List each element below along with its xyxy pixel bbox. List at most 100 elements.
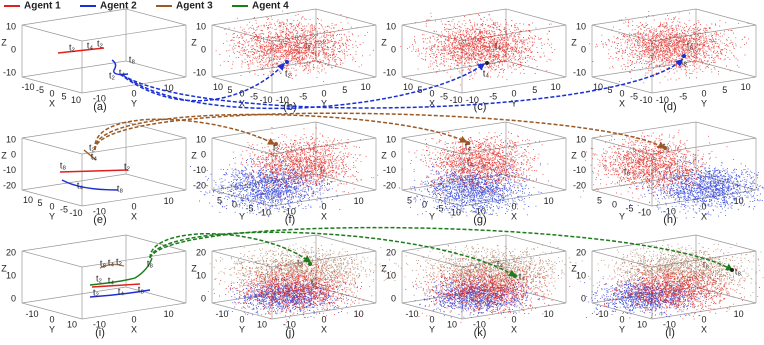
axis-tick-label: -10 bbox=[638, 207, 651, 217]
box-edge bbox=[591, 173, 697, 191]
axis-label: Y bbox=[49, 324, 55, 334]
z-tick-label: 20 bbox=[386, 247, 396, 257]
z-axis-label: Z bbox=[571, 263, 577, 273]
time-label: t₈ bbox=[100, 258, 107, 268]
box-edge bbox=[271, 250, 377, 268]
time-label: t₂ bbox=[311, 277, 318, 287]
z-tick-label: 10 bbox=[6, 270, 16, 280]
box-edge bbox=[81, 189, 187, 207]
axis-tick-label: -5 bbox=[679, 92, 687, 102]
point-cloud bbox=[215, 10, 374, 82]
axis-tick-label: 0 bbox=[232, 199, 237, 209]
axis-tick-label: 0 bbox=[701, 201, 706, 211]
axis-tick-label: 10 bbox=[257, 320, 267, 330]
point-cloud bbox=[232, 127, 379, 199]
legend-label: Agent 2 bbox=[100, 1, 137, 12]
z-tick-label: 10 bbox=[576, 134, 586, 144]
position-dot bbox=[682, 54, 686, 58]
axis-tick-label: 10 bbox=[164, 83, 174, 93]
axis-tick-label: 0 bbox=[612, 199, 617, 209]
time-label: t₈ bbox=[703, 259, 710, 269]
axis-tick-label: -10 bbox=[276, 95, 289, 105]
axis-tick-label: 0 bbox=[49, 314, 54, 324]
axis-tick-label: 0 bbox=[321, 88, 326, 98]
z-tick-label: 10 bbox=[576, 270, 586, 280]
panel: 20 10 0 Z -10 0 10 Y -10 0 10 X (l) t₈ t₈ bbox=[571, 234, 757, 339]
z-tick-label: 0 bbox=[581, 44, 586, 54]
panel-label: (a) bbox=[93, 101, 106, 113]
axis-tick-label: 5 bbox=[217, 195, 222, 205]
position-dot bbox=[466, 141, 470, 145]
axis-tick-label: 5 bbox=[532, 85, 537, 95]
box-edge bbox=[81, 302, 187, 320]
position-dot bbox=[663, 146, 667, 150]
axis-tick-label: 10 bbox=[71, 95, 81, 105]
box-edge bbox=[695, 121, 757, 139]
axis-tick-label: 0 bbox=[49, 88, 54, 98]
axis-tick-label: -10 bbox=[283, 320, 296, 330]
time-label: t₈ bbox=[147, 258, 154, 268]
time-label: t₄ bbox=[519, 271, 526, 281]
point-cloud bbox=[213, 259, 373, 321]
axis-label: Y bbox=[619, 324, 625, 334]
z-tick-label: 10 bbox=[576, 21, 586, 31]
box-edge bbox=[401, 234, 507, 252]
position-dot bbox=[513, 274, 517, 278]
axis-tick-label: 10 bbox=[67, 320, 77, 330]
axis-tick-label: 10 bbox=[447, 320, 457, 330]
axis-tick-label: 10 bbox=[164, 196, 174, 206]
axis-tick-label: 10 bbox=[23, 195, 33, 205]
z-tick-label: 0 bbox=[201, 44, 206, 54]
time-label: t₂ bbox=[109, 70, 116, 80]
box-edge bbox=[695, 234, 757, 252]
box-edge bbox=[591, 234, 697, 252]
z-axis-label: Z bbox=[571, 150, 577, 160]
box-edge bbox=[211, 137, 273, 155]
axis-label: X bbox=[131, 324, 137, 334]
axis-tick-label: -5 bbox=[250, 92, 258, 102]
axis-tick-label: -10 bbox=[215, 309, 228, 319]
box-edge bbox=[21, 137, 83, 155]
time-label: t₄ bbox=[483, 68, 490, 78]
box-edge bbox=[695, 173, 757, 191]
time-label: t₂ bbox=[116, 256, 123, 266]
box-edge bbox=[125, 8, 187, 26]
box-edge bbox=[271, 302, 377, 320]
time-label: t₄ bbox=[108, 257, 115, 267]
z-tick-label: -20 bbox=[383, 180, 396, 190]
z-tick-label: 10 bbox=[196, 270, 206, 280]
axis-tick-label: 10 bbox=[734, 196, 744, 206]
box-edge bbox=[81, 250, 187, 268]
axis-tick-label: 10 bbox=[551, 82, 561, 92]
time-label: t₄ bbox=[87, 40, 94, 50]
axis-tick-label: -10 bbox=[25, 309, 38, 319]
time-label: t₂ bbox=[285, 68, 292, 78]
box-edge bbox=[211, 121, 317, 139]
box-edge bbox=[211, 8, 317, 26]
time-label: t₂ bbox=[124, 161, 131, 171]
box-edge bbox=[211, 302, 273, 320]
time-label: t₂ bbox=[93, 287, 100, 297]
z-tick-label: -20 bbox=[573, 180, 586, 190]
z-tick-label: 0 bbox=[391, 44, 396, 54]
position-dot bbox=[308, 262, 312, 266]
z-tick-label: 10 bbox=[386, 270, 396, 280]
axis-label: Y bbox=[429, 324, 435, 334]
axis-tick-label: -10 bbox=[639, 95, 652, 105]
axis-label: Y bbox=[511, 98, 517, 108]
axis-label: Y bbox=[429, 211, 435, 221]
box-edge bbox=[401, 302, 463, 320]
box-edge bbox=[461, 302, 567, 320]
z-axis-label: Z bbox=[1, 263, 7, 273]
axis-tick-label: 10 bbox=[213, 82, 223, 92]
z-tick-label: 0 bbox=[11, 44, 16, 54]
axis-tick-label: -10 bbox=[259, 95, 272, 105]
z-tick-label: 20 bbox=[6, 247, 16, 257]
z-axis-label: Z bbox=[381, 150, 387, 160]
axis-tick-label: 10 bbox=[734, 309, 744, 319]
axis-tick-label: -10 bbox=[93, 320, 106, 330]
axis-tick-label: 0 bbox=[321, 201, 326, 211]
